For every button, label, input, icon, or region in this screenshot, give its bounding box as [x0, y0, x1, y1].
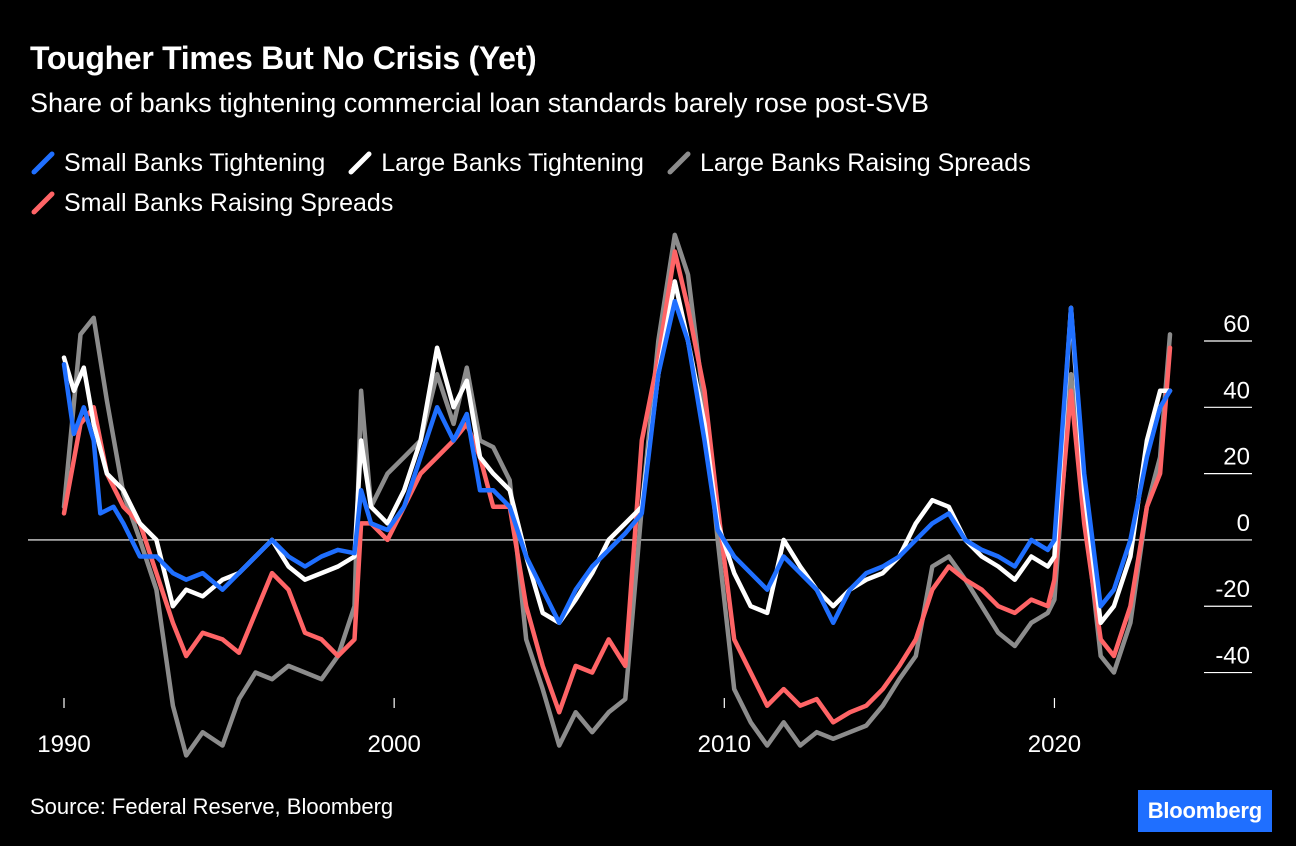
series-line-small-banks-tightening	[61, 298, 1173, 626]
bloomberg-logo: Bloomberg	[1137, 790, 1272, 832]
chart-subtitle: Share of banks tightening commercial loa…	[30, 88, 929, 118]
series-line-large-banks-raising-spreads	[61, 232, 1173, 758]
legend-item-large-banks-tightening: Large Banks Tightening	[347, 148, 644, 178]
legend-label: Large Banks Raising Spreads	[699, 148, 1031, 177]
x-tick-label: 2010	[698, 731, 751, 758]
series-line-small-banks-raising-spreads	[61, 249, 1173, 725]
legend-item-large-banks-raising-spreads: Large Banks Raising Spreads	[666, 148, 1031, 178]
source-note: Source: Federal Reserve, Bloomberg	[30, 794, 394, 819]
y-tick-label: -40	[1215, 643, 1250, 670]
chart-title: Tougher Times But No Crisis (Yet)	[30, 40, 537, 76]
legend-item-small-banks-tightening: Small Banks Tightening	[30, 148, 325, 178]
legend-swatch-red	[30, 190, 56, 216]
y-tick-label: 60	[1223, 311, 1250, 338]
chart-legend: Small Banks Tightening Large Banks Tight…	[30, 148, 1260, 218]
legend-swatch-gray	[666, 150, 692, 176]
y-tick-label: 40	[1223, 377, 1250, 404]
y-tick-label: 20	[1223, 444, 1250, 471]
axis-layer: 60 40 20 0 -20 -40 1990 2000 2010 2020	[28, 311, 1252, 758]
legend-swatch-blue	[30, 150, 56, 176]
x-tick-label: 1990	[37, 731, 90, 758]
series-layer	[61, 232, 1173, 758]
legend-label: Small Banks Raising Spreads	[64, 188, 394, 217]
legend-label: Large Banks Tightening	[381, 148, 644, 177]
series-line-large-banks-tightening	[61, 279, 1173, 626]
legend-label: Small Banks Tightening	[64, 148, 326, 177]
legend-item-small-banks-raising-spreads: Small Banks Raising Spreads	[30, 188, 393, 218]
x-tick-label: 2000	[367, 731, 420, 758]
x-tick-label: 2020	[1028, 731, 1081, 758]
y-tick-label: 0	[1237, 510, 1250, 537]
legend-swatch-white	[347, 150, 373, 176]
y-tick-label: -20	[1215, 576, 1250, 603]
